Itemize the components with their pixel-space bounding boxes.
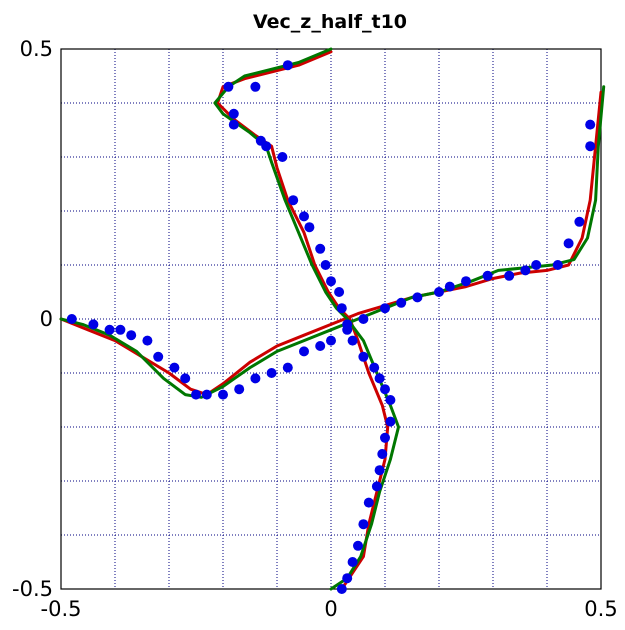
data-point (299, 211, 309, 222)
data-point (371, 481, 382, 492)
x-tick-label: -0.5 (41, 597, 82, 621)
data-point (369, 362, 380, 373)
data-point (277, 152, 288, 162)
chart-title: Vec_z_half_t10 (253, 11, 407, 33)
data-point (434, 287, 444, 297)
x-tick-label: 0.5 (584, 597, 617, 621)
series-1-line-0 (213, 47, 400, 591)
data-point (585, 119, 596, 130)
data-point (180, 373, 191, 384)
data-point (336, 303, 347, 314)
data-point (380, 384, 390, 395)
data-point (201, 389, 212, 400)
data-point (377, 449, 388, 459)
series-0-line-1 (59, 90, 603, 397)
data-point (380, 432, 390, 443)
data-point (304, 222, 315, 233)
data-point (320, 260, 331, 270)
data-point (153, 351, 164, 362)
data-point (342, 573, 353, 584)
data-point (336, 584, 347, 594)
y-tick-label: 0 (40, 307, 53, 331)
tick-labels: -0.5 0 0.5 0.5 0 -0.5 (12, 37, 618, 621)
data-point (126, 330, 137, 341)
data-point (191, 389, 201, 400)
data-point (520, 265, 531, 276)
data-point (531, 260, 542, 270)
data-point (299, 346, 309, 357)
data-point (347, 335, 358, 346)
data-point (380, 303, 390, 314)
data-point (374, 465, 385, 476)
data-point (504, 270, 515, 281)
y-tick-label: 0.5 (20, 37, 53, 61)
data-point (334, 287, 345, 297)
data-point (326, 276, 336, 287)
data-point (461, 276, 471, 287)
data-point (342, 324, 353, 335)
data-point (266, 368, 277, 378)
data-point (228, 119, 239, 130)
data-point (482, 270, 493, 281)
data-point (315, 341, 326, 351)
x-tick-label: 0 (324, 597, 337, 621)
data-point (563, 238, 574, 249)
data-point (444, 281, 455, 292)
data-point (282, 362, 293, 373)
data-point (218, 389, 228, 400)
data-point (66, 314, 77, 324)
data-point (396, 297, 407, 308)
data-point (353, 540, 363, 551)
data-point (358, 351, 369, 362)
data-point (326, 335, 336, 346)
data-point (223, 81, 234, 92)
data-point (228, 108, 239, 119)
data-point (574, 216, 585, 227)
data-point (288, 195, 299, 206)
data-point (88, 319, 99, 330)
data-point (115, 324, 126, 335)
series-0-line-0 (216, 50, 390, 591)
data-point (347, 557, 358, 567)
data-point (363, 497, 374, 508)
series-1-line-1 (59, 85, 606, 399)
data-point (358, 314, 369, 324)
data-point (234, 384, 245, 395)
data-point (374, 373, 385, 384)
data-point (552, 260, 563, 270)
data-point (385, 416, 396, 427)
series-lines (59, 47, 606, 591)
data-point (104, 324, 115, 335)
data-point (250, 373, 261, 384)
grid (61, 49, 601, 589)
data-point (412, 292, 423, 303)
data-point (358, 519, 369, 530)
data-point (385, 395, 396, 405)
data-point (250, 81, 261, 92)
y-tick-label: -0.5 (12, 577, 53, 601)
data-point (142, 335, 153, 346)
data-point (261, 141, 272, 152)
data-point (282, 60, 293, 71)
data-point (585, 141, 596, 152)
data-point (315, 243, 326, 254)
data-point (169, 362, 180, 373)
series-points (66, 60, 596, 594)
